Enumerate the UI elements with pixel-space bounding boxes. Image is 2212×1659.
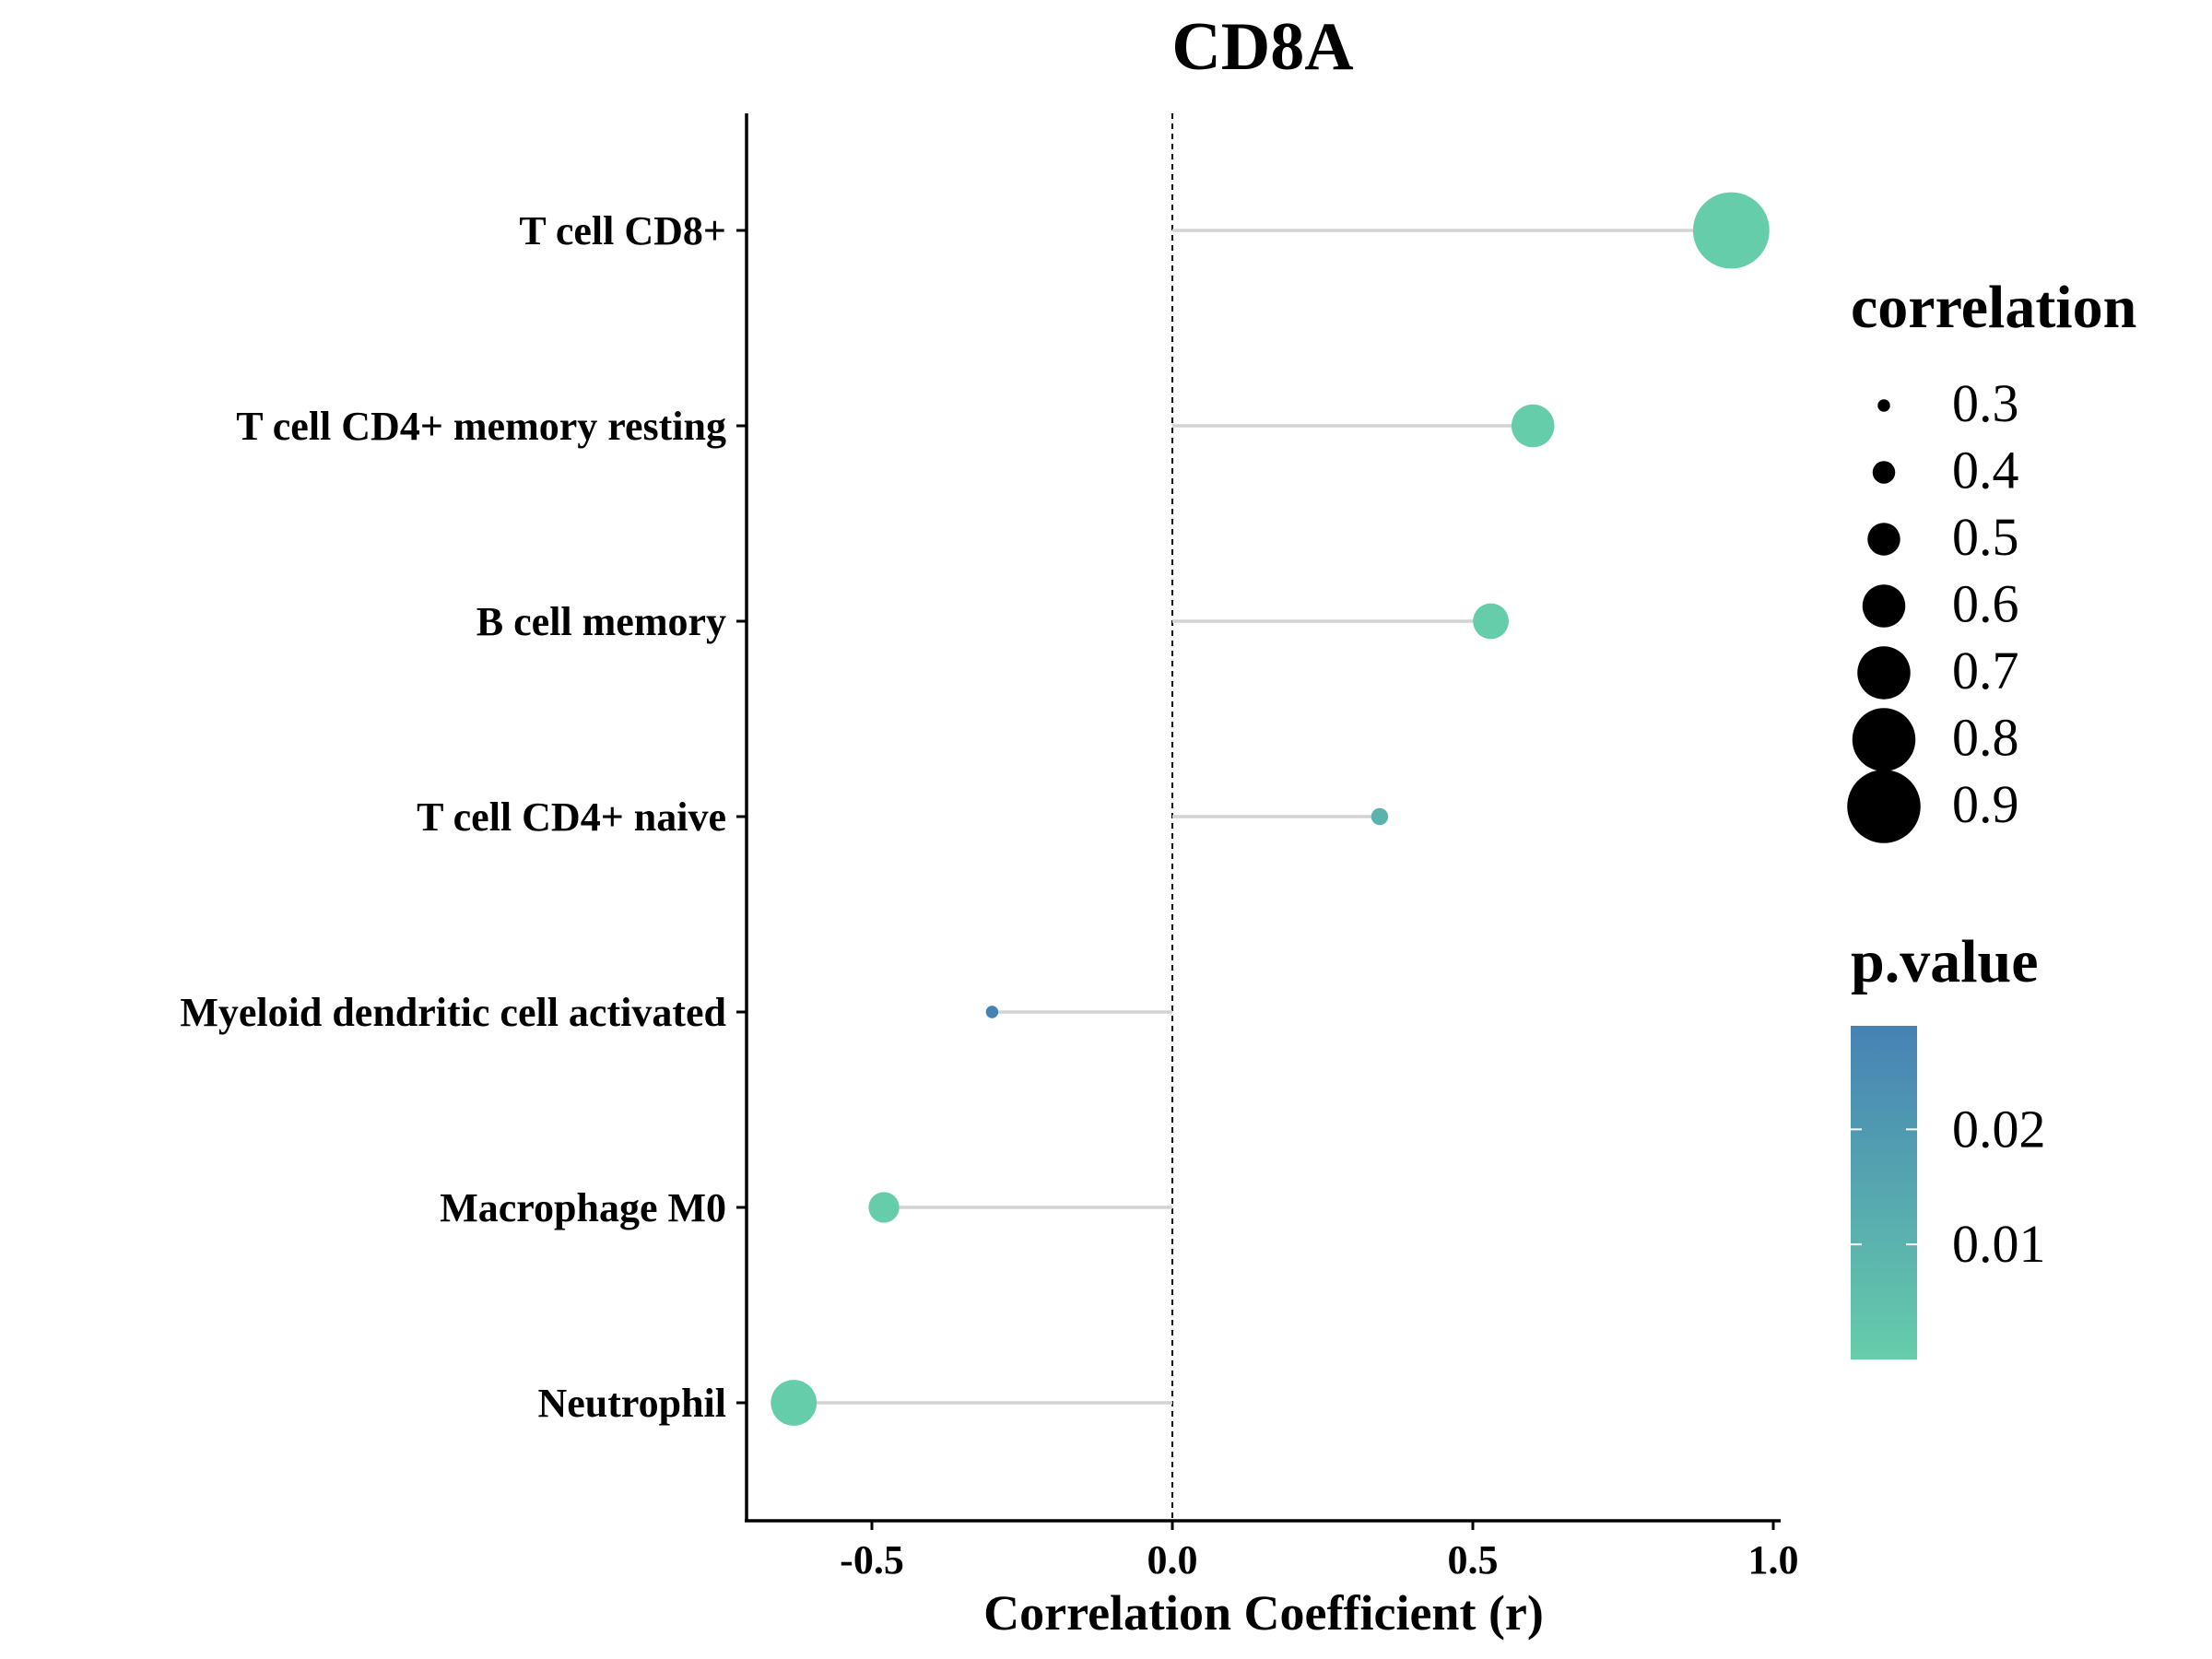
- y-axis-ticks: T cell CD8+ T cell CD4+ memory resting B c…: [180, 208, 747, 1426]
- x-tick-label: -0.5: [840, 1537, 904, 1583]
- x-tick-label: 0.0: [1147, 1537, 1198, 1583]
- size-legend-title: correlation: [1851, 274, 2136, 341]
- correlation-size-legend: correlation 0.3 0.4 0.5 0.6 0.7 0.80.9: [1847, 274, 2136, 843]
- pvalue-color-legend: p.value 0.02 0.01: [1851, 928, 2046, 1359]
- color-legend-bar: [1851, 1026, 1917, 1359]
- y-tick-label: T cell CD8+: [519, 208, 726, 253]
- y-tick-label: T cell CD4+ naive: [417, 794, 726, 840]
- lollipop-point: [1371, 807, 1389, 826]
- x-tick-label: 0.5: [1448, 1537, 1499, 1583]
- y-tick-label: Neutrophil: [537, 1381, 726, 1426]
- lollipop-point: [1692, 192, 1770, 269]
- size-legend-label: 0.3: [1952, 373, 2019, 433]
- lollipop-point: [1511, 404, 1555, 448]
- size-legend-label: 0.8: [1952, 708, 2019, 768]
- size-legend-key: [1852, 708, 1916, 771]
- size-legend-key: [1872, 461, 1896, 484]
- size-legend-label: 0.4: [1952, 441, 2019, 500]
- color-legend-title: p.value: [1851, 928, 2039, 995]
- size-legend-label: 0.7: [1952, 641, 2019, 700]
- size-legend-label: 0.9: [1952, 774, 2019, 834]
- y-tick-label: T cell CD4+ memory resting: [236, 404, 726, 449]
- plot-area: [771, 113, 1770, 1521]
- x-axis-title: Correlation Coefficient (r): [983, 1585, 1544, 1641]
- x-tick-label: 1.0: [1748, 1537, 1799, 1583]
- lollipop-point: [1473, 603, 1509, 640]
- y-tick-label: Myeloid dendritic cell activated: [180, 990, 726, 1035]
- color-legend-label: 0.02: [1952, 1099, 2046, 1159]
- size-legend-key: [1877, 399, 1890, 412]
- lollipop-point: [771, 1380, 818, 1426]
- lollipop-point: [868, 1192, 900, 1223]
- size-legend-key: [1857, 646, 1911, 700]
- size-legend-key: [1847, 770, 1921, 843]
- x-axis-ticks: -0.5 0.0 0.5 1.0: [840, 1521, 1799, 1583]
- chart-title: CD8A: [1171, 9, 1353, 85]
- color-legend-label: 0.01: [1952, 1214, 2046, 1274]
- size-legend-label: 0.6: [1952, 574, 2019, 634]
- y-tick-label: Macrophage M0: [440, 1185, 726, 1230]
- y-tick-label: B cell memory: [477, 599, 726, 644]
- lollipop-point: [985, 1006, 999, 1018]
- size-legend-label: 0.5: [1952, 507, 2019, 567]
- size-legend-key: [1862, 584, 1906, 628]
- size-legend-key: [1867, 523, 1900, 556]
